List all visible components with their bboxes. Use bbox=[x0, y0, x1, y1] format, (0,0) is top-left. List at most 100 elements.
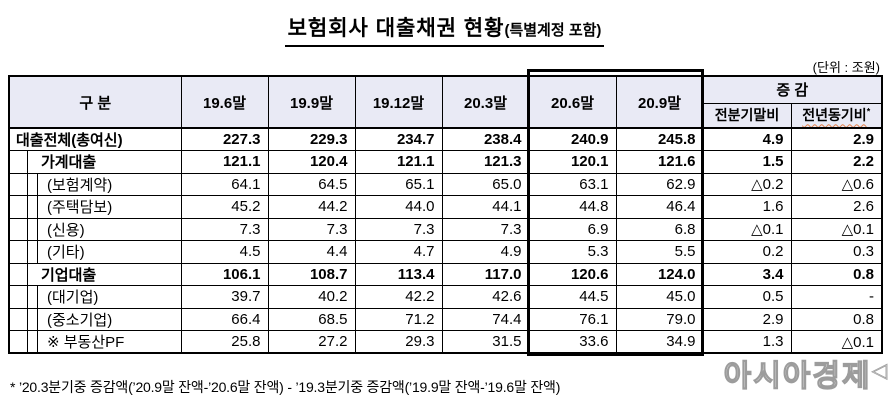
value-cell: - bbox=[790, 285, 883, 309]
table-row-etc: (기타) 4.5 4.4 4.7 4.9 5.3 5.5 0.2 0.3 bbox=[8, 240, 883, 264]
value-cell: 108.7 bbox=[267, 262, 356, 286]
table-row-realestate-pf: ※ 부동산PF 25.8 27.2 29.3 31.5 33.6 34.9 1.… bbox=[8, 330, 883, 354]
value-cell: 2.9 bbox=[790, 127, 883, 151]
title-underline: 보험회사 대출채권 현황(특별계정 포함) bbox=[284, 12, 605, 47]
value-cell: 65.0 bbox=[441, 172, 530, 196]
value-cell: 4.5 bbox=[180, 240, 269, 264]
row-label: (주택담보) bbox=[8, 195, 182, 219]
value-cell: 62.9 bbox=[615, 172, 704, 196]
value-cell: 113.4 bbox=[354, 262, 443, 286]
value-cell: 2.9 bbox=[702, 307, 792, 331]
col-header-period-5: 20.9말 bbox=[615, 75, 704, 129]
value-cell: 40.2 bbox=[267, 285, 356, 309]
value-cell: 2.2 bbox=[790, 150, 883, 174]
table-row-large-corp: (대기업) 39.7 40.2 42.2 42.6 44.5 45.0 0.5 … bbox=[8, 285, 883, 309]
col-header-period-2: 19.12말 bbox=[354, 75, 443, 129]
value-cell: 45.0 bbox=[615, 285, 704, 309]
value-cell: 240.9 bbox=[528, 127, 617, 151]
row-label: (기타) bbox=[8, 240, 182, 264]
value-cell: △0.2 bbox=[702, 172, 792, 196]
value-cell: 1.3 bbox=[702, 330, 792, 354]
table-row-household: 가계대출 121.1 120.4 121.1 121.3 120.1 121.6… bbox=[8, 150, 883, 174]
value-cell: 0.8 bbox=[790, 307, 883, 331]
value-cell: 31.5 bbox=[441, 330, 530, 354]
value-cell: 3.4 bbox=[702, 262, 792, 286]
value-cell: 117.0 bbox=[441, 262, 530, 286]
footnote: * ’20.3분기중 증감액(’20.9말 잔액-’20.6말 잔액) - ’1… bbox=[10, 379, 561, 395]
watermark-text: 아시아경제 bbox=[723, 359, 872, 393]
page-title: 보험회사 대출채권 현황(특별계정 포함) bbox=[0, 12, 889, 47]
value-cell: 0.5 bbox=[702, 285, 792, 309]
value-cell: 44.8 bbox=[528, 195, 617, 219]
value-cell: 1.6 bbox=[702, 195, 792, 219]
value-cell: 68.5 bbox=[267, 307, 356, 331]
value-cell: 0.2 bbox=[702, 240, 792, 264]
value-cell: 34.9 bbox=[615, 330, 704, 354]
row-label: 기업대출 bbox=[8, 262, 182, 286]
value-cell: 25.8 bbox=[180, 330, 269, 354]
value-cell: 65.1 bbox=[354, 172, 443, 196]
value-cell: 74.4 bbox=[441, 307, 530, 331]
value-cell: 29.3 bbox=[354, 330, 443, 354]
unit-note: (단위 : 조원) bbox=[812, 60, 880, 75]
value-cell: △0.6 bbox=[790, 172, 883, 196]
col-header-period-4: 20.6말 bbox=[528, 75, 617, 129]
value-cell: 7.3 bbox=[180, 217, 269, 241]
table-row-total: 대출전체(총여신) 227.3 229.3 234.7 238.4 240.9 … bbox=[8, 127, 883, 151]
value-cell: 64.5 bbox=[267, 172, 356, 196]
value-cell: 6.9 bbox=[528, 217, 617, 241]
col-header-change-qoq: 전분기말비 bbox=[702, 102, 792, 129]
value-cell: 33.6 bbox=[528, 330, 617, 354]
row-label: (보험계약) bbox=[8, 172, 182, 196]
value-cell: 245.8 bbox=[615, 127, 704, 151]
col-header-change-yoy-label: 전년동기비 bbox=[802, 107, 867, 124]
footnote-marker: * bbox=[866, 106, 871, 117]
value-cell: 71.2 bbox=[354, 307, 443, 331]
value-cell: 76.1 bbox=[528, 307, 617, 331]
value-cell: △0.1 bbox=[790, 217, 883, 241]
value-cell: 44.0 bbox=[354, 195, 443, 219]
value-cell: 120.4 bbox=[267, 150, 356, 174]
value-cell: 227.3 bbox=[180, 127, 269, 151]
value-cell: 5.3 bbox=[528, 240, 617, 264]
title-subtext: (특별계정 포함) bbox=[504, 22, 602, 39]
value-cell: 234.7 bbox=[354, 127, 443, 151]
row-label: (신용) bbox=[8, 217, 182, 241]
value-cell: △0.1 bbox=[790, 330, 883, 354]
table-row-sme: (중소기업) 66.4 68.5 71.2 74.4 76.1 79.0 2.9… bbox=[8, 307, 883, 331]
col-header-change-group: 증 감 bbox=[702, 75, 883, 104]
value-cell: 7.3 bbox=[441, 217, 530, 241]
loan-table: 구 분 19.6말 19.9말 19.12말 20.3말 20.6말 20.9말… bbox=[8, 75, 883, 354]
row-label: 가계대출 bbox=[8, 150, 182, 174]
value-cell: 44.2 bbox=[267, 195, 356, 219]
value-cell: 44.1 bbox=[441, 195, 530, 219]
value-cell: 39.7 bbox=[180, 285, 269, 309]
value-cell: 27.2 bbox=[267, 330, 356, 354]
col-header-period-3: 20.3말 bbox=[441, 75, 530, 129]
value-cell: 2.6 bbox=[790, 195, 883, 219]
value-cell: 4.9 bbox=[441, 240, 530, 264]
value-cell: 79.0 bbox=[615, 307, 704, 331]
value-cell: 238.4 bbox=[441, 127, 530, 151]
value-cell: 121.6 bbox=[615, 150, 704, 174]
col-header-category: 구 분 bbox=[8, 75, 182, 129]
row-label: (중소기업) bbox=[8, 307, 182, 331]
value-cell: 229.3 bbox=[267, 127, 356, 151]
value-cell: 63.1 bbox=[528, 172, 617, 196]
value-cell: 120.6 bbox=[528, 262, 617, 286]
value-cell: 1.5 bbox=[702, 150, 792, 174]
table-row-corporate: 기업대출 106.1 108.7 113.4 117.0 120.6 124.0… bbox=[8, 262, 883, 286]
row-label: (대기업) bbox=[8, 285, 182, 309]
value-cell: 44.5 bbox=[528, 285, 617, 309]
value-cell: 66.4 bbox=[180, 307, 269, 331]
value-cell: 5.5 bbox=[615, 240, 704, 264]
value-cell: 121.3 bbox=[441, 150, 530, 174]
table-row-credit: (신용) 7.3 7.3 7.3 7.3 6.9 6.8 △0.1 △0.1 bbox=[8, 217, 883, 241]
value-cell: 106.1 bbox=[180, 262, 269, 286]
watermark-flag-icon: ◁ bbox=[871, 360, 887, 383]
value-cell: 4.7 bbox=[354, 240, 443, 264]
value-cell: 42.6 bbox=[441, 285, 530, 309]
col-header-change-yoy: 전년동기비* bbox=[790, 102, 883, 129]
value-cell: 6.8 bbox=[615, 217, 704, 241]
value-cell: 121.1 bbox=[354, 150, 443, 174]
